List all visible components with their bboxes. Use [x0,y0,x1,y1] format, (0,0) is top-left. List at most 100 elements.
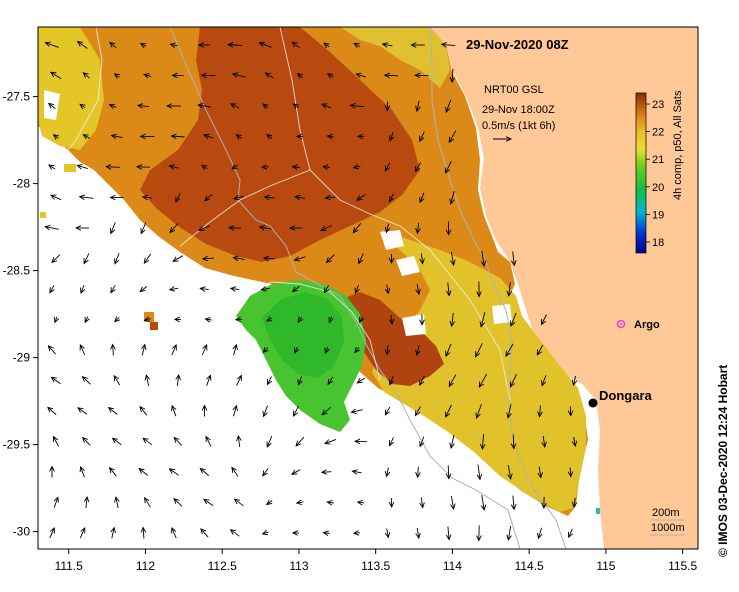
current-vector [537,344,544,355]
current-vector [141,44,147,47]
sst-patch [64,164,76,172]
current-vector [261,288,270,289]
current-vector [355,348,359,353]
cloud-gap [402,314,426,336]
current-vector [297,502,304,503]
x-axis: 111.5 112 112.5 113 113.5 114 114.5 115 115.5 [55,549,698,573]
current-vector [172,528,177,539]
current-vector [198,105,211,107]
current-vector [174,499,183,507]
current-vector [84,253,90,263]
current-vector [138,105,150,106]
current-vector [298,317,302,322]
current-vector [141,222,147,234]
current-vector [202,165,208,168]
current-vector [83,73,90,79]
current-vector [386,223,388,233]
sst-green-core [262,292,344,378]
x-tick-label: 112 [136,559,155,573]
current-vector [232,468,239,477]
current-vector [360,316,363,323]
current-vector [574,375,576,385]
current-vector [451,434,454,448]
current-vector [292,42,301,49]
current-vector [292,469,301,475]
current-vector [323,167,331,168]
current-vector [350,105,364,106]
current-vector [295,257,306,260]
y-tick-label: -29 [13,351,31,365]
current-vector [511,312,517,326]
current-vector [238,436,239,448]
current-vector [232,165,239,169]
sst-warm-tongue [340,292,444,386]
current-vector [49,103,56,109]
current-vector [321,225,333,231]
current-vector [417,100,419,111]
current-vector [45,43,59,48]
colorbar-tick-label: 21 [652,154,664,166]
current-vector [451,495,453,509]
colorbar [635,92,647,254]
cloud-gap [396,256,420,276]
current-vector-field [45,42,575,541]
current-vector [482,495,484,510]
sst-contour [249,281,381,381]
current-vector [540,405,541,416]
current-vector [387,284,389,294]
current-vector [357,194,366,200]
current-vector [446,99,452,112]
dongara-marker [588,398,598,408]
current-vector [52,377,61,385]
current-vector [328,376,334,385]
current-vector [49,528,55,539]
current-scale-label: 0.5m/s (1kt 6h) [482,120,555,132]
current-vector [513,434,514,449]
sst-yellow-band [372,230,586,512]
x-tick-label: 114 [443,559,462,573]
current-vector [327,502,334,503]
current-vector [420,131,425,141]
current-vector [390,376,393,384]
current-vector [236,135,241,139]
current-vector [293,286,300,291]
current-vector [481,312,486,326]
current-vector [538,527,541,539]
current-vector [169,166,179,168]
current-vector [390,437,394,445]
current-vector [80,197,94,199]
current-vector [50,285,54,292]
current-vector [264,258,276,259]
current-vector [206,437,212,447]
current-vector [112,135,123,137]
contour-legend-200m: 200m [652,507,680,519]
current-vector [322,472,332,473]
current-vector [199,225,211,230]
plot-border [37,26,699,550]
current-vector [204,135,214,138]
current-vector [111,285,115,292]
current-vector [513,251,515,266]
current-vector [115,253,120,264]
current-vector [387,467,389,477]
current-vector [351,410,363,413]
current-vector [140,407,148,416]
current-vector [55,316,57,323]
current-vector [49,165,56,169]
map-title: 29-Nov-2020 08Z [466,37,569,52]
current-vector [326,197,336,198]
current-vector [86,497,87,509]
current-vector [83,438,91,446]
current-vector [387,345,388,355]
current-vector [267,134,272,138]
current-vector [264,405,268,417]
current-vector [442,44,456,45]
current-vector [172,136,185,137]
current-vector [325,438,337,443]
current-vector [113,345,114,356]
current-vector [78,408,88,415]
current-vector [327,254,335,263]
current-vector [262,167,270,168]
current-vector [204,499,214,507]
current-vector [539,466,541,478]
